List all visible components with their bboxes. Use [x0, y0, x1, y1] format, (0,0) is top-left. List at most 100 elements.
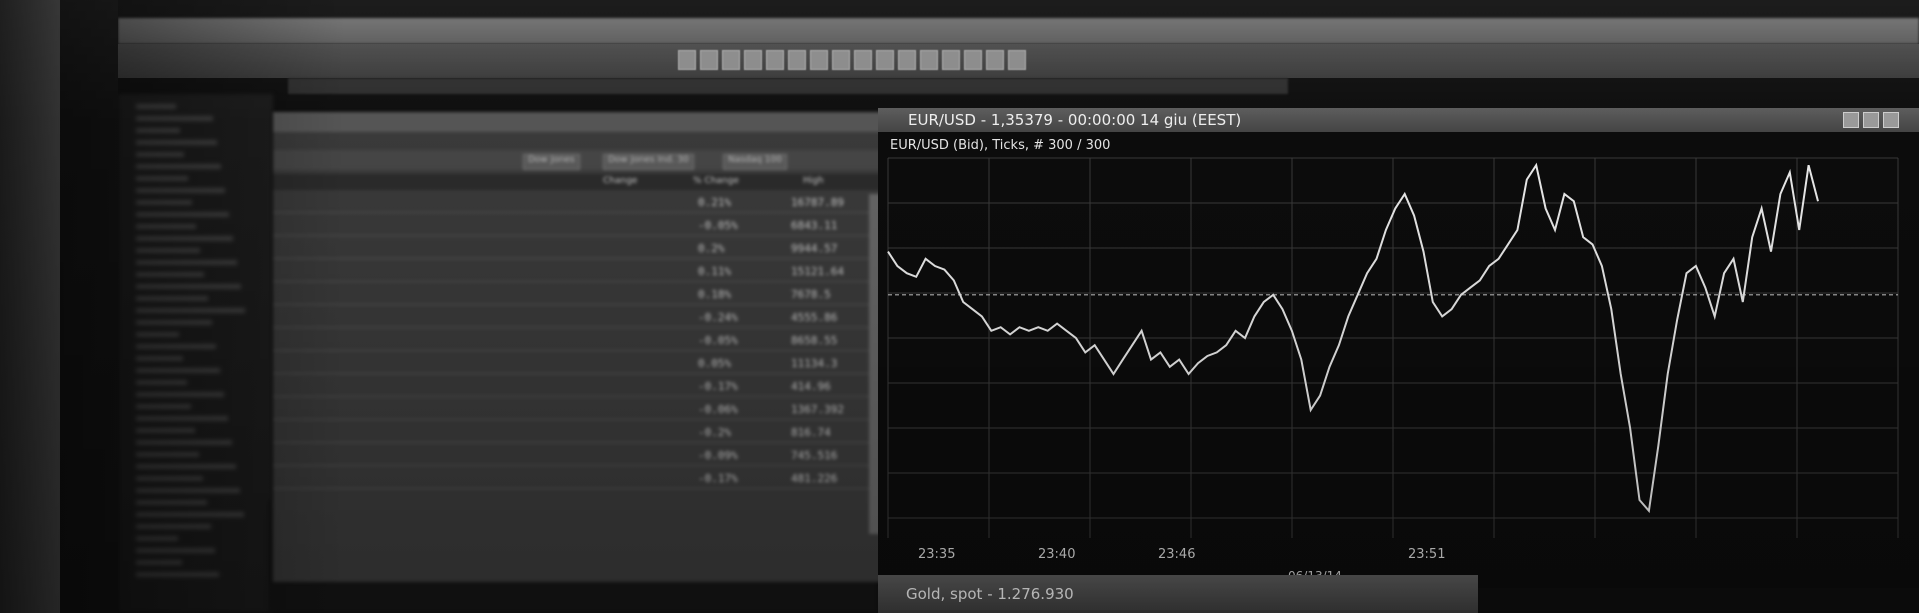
tree-item [136, 128, 180, 133]
tree-item [136, 464, 236, 469]
table-row[interactable]: -0.2% 816.74 [273, 422, 893, 443]
eurusd-chart-window: EUR/USD - 1,35379 - 00:00:00 14 giu (EES… [878, 108, 1919, 588]
navigator-tree-panel [118, 94, 273, 613]
high-cell: 9944.57 [791, 242, 838, 255]
table-row[interactable]: -0.17% 414.96 [273, 376, 893, 397]
high-cell: 816.74 [791, 426, 831, 439]
tree-item [136, 560, 182, 565]
market-watch-titlebar [273, 112, 893, 132]
tree-item [136, 308, 245, 313]
tree-item [136, 536, 178, 541]
tree-item [136, 212, 229, 217]
toolbar-button-icon[interactable] [810, 50, 828, 70]
toolbar-button-icon[interactable] [876, 50, 894, 70]
toolbar-button-icon[interactable] [942, 50, 960, 70]
tree-item [136, 272, 204, 277]
market-watch-tabs [273, 150, 893, 170]
monitor-screen: Dow Jones Dow Jones Ind. 30 Nasdaq 100 C… [118, 0, 1919, 613]
high-cell: 15121.64 [791, 265, 844, 278]
tree-item [136, 176, 188, 181]
toolbar-button-icon[interactable] [898, 50, 916, 70]
toolbar-button-icon[interactable] [854, 50, 872, 70]
tree-item [136, 236, 233, 241]
table-row[interactable]: -0.09% 745.516 [273, 445, 893, 466]
x-tick-label: 23:51 [1408, 547, 1445, 562]
column-pct-change: % Change [693, 176, 739, 186]
x-tick-label: 23:35 [918, 547, 955, 562]
tree-item [136, 524, 211, 529]
tree-item [136, 572, 219, 577]
table-row[interactable]: -0.24% 4555.86 [273, 307, 893, 328]
toolbar-button-icon[interactable] [832, 50, 850, 70]
tree-item [136, 368, 220, 373]
tab-nasdaq-100[interactable]: Nasdaq 100 [723, 154, 787, 170]
tree-item [136, 320, 212, 325]
tree-item [136, 404, 191, 409]
toolbar-button-icon[interactable] [700, 50, 718, 70]
pct-change-cell: 0.18% [698, 288, 732, 301]
column-high: High [803, 176, 824, 186]
market-watch-panel: Dow Jones Dow Jones Ind. 30 Nasdaq 100 C… [273, 112, 893, 582]
table-row[interactable]: -0.05% 6843.11 [273, 215, 893, 236]
tree-item [136, 476, 203, 481]
tree-item [136, 296, 208, 301]
high-cell: 481.226 [791, 472, 838, 485]
window-tab-strip [288, 78, 1288, 94]
table-row[interactable]: -0.05% 8658.55 [273, 330, 893, 351]
pct-change-cell: -0.17% [698, 472, 738, 485]
tree-item [136, 332, 179, 337]
tree-item [136, 380, 187, 385]
toolbar-button-icon[interactable] [964, 50, 982, 70]
table-row[interactable]: -0.06% 1367.392 [273, 399, 893, 420]
high-cell: 8658.55 [791, 334, 838, 347]
toolbar-button-icon[interactable] [744, 50, 762, 70]
tree-item [136, 224, 196, 229]
tree-item [136, 344, 216, 349]
pct-change-cell: -0.09% [698, 449, 738, 462]
toolbar-button-icon[interactable] [722, 50, 740, 70]
toolbar-button-icon[interactable] [920, 50, 938, 70]
toolbar-button-icon[interactable] [986, 50, 1004, 70]
pct-change-cell: -0.06% [698, 403, 738, 416]
high-cell: 4555.86 [791, 311, 838, 324]
pct-change-cell: -0.24% [698, 311, 738, 324]
x-tick-label: 23:40 [1038, 547, 1075, 562]
tree-item [136, 452, 199, 457]
tree-item [136, 116, 213, 121]
table-row[interactable]: 0.2% 9944.57 [273, 238, 893, 259]
pct-change-cell: 0.2% [698, 242, 725, 255]
tree-item [136, 500, 207, 505]
tree-item [136, 428, 195, 433]
tree-item [136, 392, 224, 397]
tree-item [136, 140, 217, 145]
gold-chart-titlebar: Gold, spot - 1.276.930 [878, 575, 1478, 613]
tab-dow-jones-30[interactable]: Dow Jones Ind. 30 [603, 154, 694, 170]
toolbar-button-icon[interactable] [1008, 50, 1026, 70]
tab-dow-jones[interactable]: Dow Jones [523, 154, 580, 170]
pct-change-cell: -0.17% [698, 380, 738, 393]
high-cell: 1367.392 [791, 403, 844, 416]
table-row[interactable]: 0.05% 11134.3 [273, 353, 893, 374]
tree-item [136, 200, 192, 205]
column-change: Change [603, 176, 638, 186]
table-row[interactable]: 0.21% 16787.89 [273, 192, 893, 213]
table-row[interactable]: 0.11% 15121.64 [273, 261, 893, 282]
table-row[interactable]: -0.17% 481.226 [273, 468, 893, 489]
tree-item [136, 188, 225, 193]
pct-change-cell: 0.11% [698, 265, 732, 278]
tree-item [136, 260, 237, 265]
toolbar-button-icon[interactable] [766, 50, 784, 70]
tree-item [136, 164, 221, 169]
tree-item [136, 152, 184, 157]
pct-change-cell: -0.05% [698, 219, 738, 232]
pct-change-cell: 0.21% [698, 196, 732, 209]
tree-item [136, 512, 244, 517]
market-watch-header [273, 174, 893, 190]
toolbar-button-icon[interactable] [788, 50, 806, 70]
toolbar-button-icon[interactable] [678, 50, 696, 70]
high-cell: 7678.5 [791, 288, 831, 301]
table-row[interactable]: 0.18% 7678.5 [273, 284, 893, 305]
gold-chart-title: Gold, spot - 1.276.930 [906, 585, 1074, 603]
tree-item [136, 416, 228, 421]
